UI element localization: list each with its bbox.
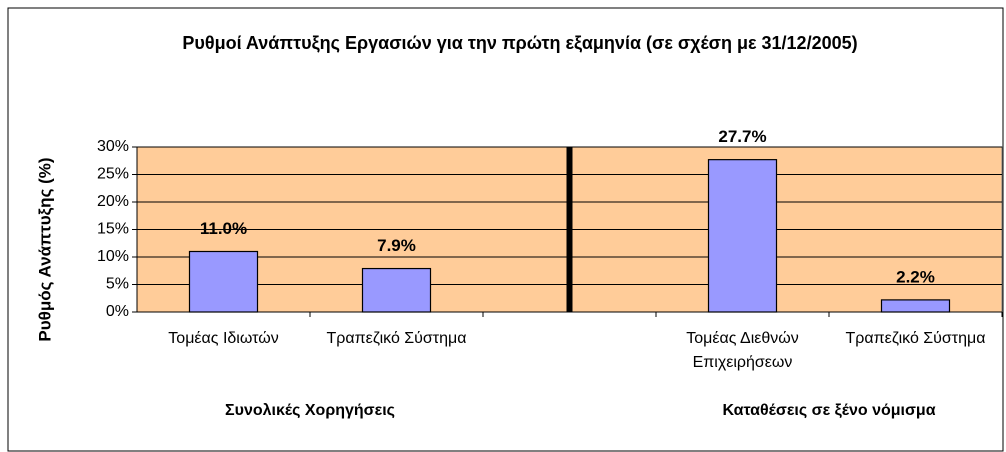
- data-label: 27.7%: [718, 127, 766, 146]
- data-label: 7.9%: [377, 236, 416, 255]
- data-label: 2.2%: [896, 267, 935, 286]
- x-tick-label: Τομέας Διεθνών Επιχειρήσεων: [686, 330, 799, 371]
- y-tick-label: 20%: [97, 193, 129, 210]
- y-tick-label: 0%: [106, 303, 129, 320]
- group-label: Καταθέσεις σε ξένο νόμισμα: [722, 402, 936, 419]
- bar: [361, 267, 432, 313]
- y-tick-label: 30%: [97, 138, 129, 155]
- bar: [880, 299, 951, 313]
- group-label: Συνολικές Χορηγήσεις: [225, 402, 395, 419]
- y-tick-label: 10%: [97, 248, 129, 265]
- bar: [188, 250, 259, 313]
- x-tick-label: Τραπεζικό Σύστημα: [845, 330, 986, 347]
- y-axis-label: Ρυθμός Ανάπτυξης (%): [35, 157, 54, 341]
- y-tick-label: 25%: [97, 166, 129, 183]
- x-tick-label: Τομέας Ιδιωτών: [168, 330, 279, 347]
- x-tick-label: Τραπεζικό Σύστημα: [326, 330, 467, 347]
- chart-title: Ρυθμοί Ανάπτυξης Εργασιών για την πρώτη …: [182, 33, 858, 53]
- y-tick-label: 5%: [106, 276, 129, 293]
- bar: [707, 159, 778, 313]
- data-label: 11.0%: [200, 219, 247, 238]
- y-tick-label: 15%: [97, 221, 129, 238]
